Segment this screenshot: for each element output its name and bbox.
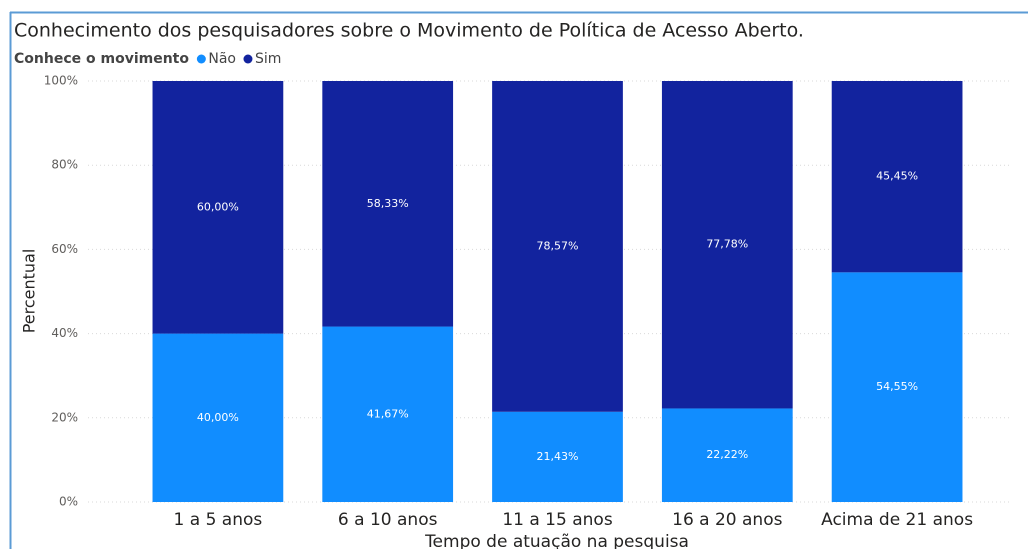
bar-segment	[152, 333, 284, 502]
bar-segment	[152, 81, 284, 334]
data-label: 54,55%	[876, 380, 918, 393]
chart-title: Conhecimento dos pesquisadores sobre o M…	[14, 20, 804, 42]
x-axis-label: Tempo de atuação na pesquisa	[424, 532, 689, 549]
x-tick-label: 1 a 5 anos	[174, 510, 263, 530]
legend-label: Sim	[255, 51, 281, 67]
bar-segment	[322, 81, 454, 327]
bar-segment	[831, 81, 963, 273]
data-label: 22,22%	[706, 448, 748, 461]
bar-segment	[492, 411, 623, 502]
y-tick-label: 100%	[44, 74, 78, 88]
legend-marker	[196, 54, 206, 64]
legend-title: Conhece o movimento	[14, 51, 189, 67]
y-axis-label: Percentual	[20, 249, 39, 334]
data-label: 21,43%	[537, 450, 579, 463]
bar-segment	[322, 326, 454, 502]
bar-segment	[492, 81, 623, 412]
y-tick-label: 0%	[59, 495, 78, 509]
data-label: 58,33%	[367, 197, 409, 210]
legend-label: Não	[208, 51, 236, 67]
data-label: 40,00%	[197, 411, 239, 424]
y-tick-label: 20%	[51, 410, 78, 424]
data-label: 77,78%	[706, 238, 748, 251]
y-tick-label: 80%	[51, 158, 78, 172]
data-label: 60,00%	[197, 200, 239, 213]
x-tick-label: Acima de 21 anos	[821, 510, 973, 530]
x-tick-label: 11 a 15 anos	[502, 510, 612, 530]
y-tick-label: 40%	[51, 326, 78, 340]
bar-segment	[661, 408, 793, 502]
bar-segment	[831, 272, 963, 502]
x-tick-label: 16 a 20 anos	[672, 510, 782, 530]
bar-segment	[661, 81, 793, 409]
x-tick-label: 6 a 10 anos	[338, 510, 438, 530]
data-label: 45,45%	[876, 170, 918, 183]
y-tick-label: 60%	[51, 242, 78, 256]
legend-marker	[243, 54, 253, 64]
data-label: 78,57%	[537, 239, 579, 252]
data-label: 41,67%	[367, 407, 409, 420]
